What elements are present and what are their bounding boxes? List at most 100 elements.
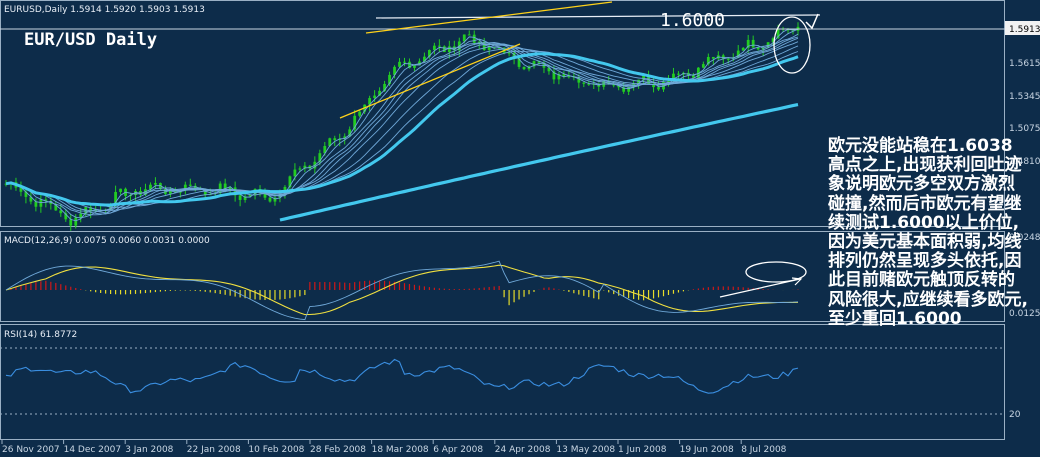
candle xyxy=(368,95,372,112)
candle-body xyxy=(74,217,78,226)
candle-body xyxy=(19,187,23,192)
candle-body xyxy=(637,79,641,84)
candle-body xyxy=(627,87,631,92)
candle-body xyxy=(612,84,616,86)
candle-body xyxy=(383,83,386,91)
candle-body xyxy=(552,71,556,80)
candle-body xyxy=(746,39,750,48)
candle-body xyxy=(477,41,481,43)
candle-body xyxy=(188,184,192,186)
rsi-line xyxy=(5,358,799,394)
candle-body xyxy=(218,183,222,194)
candle xyxy=(701,61,705,69)
candle xyxy=(79,207,83,223)
candle-body xyxy=(154,183,157,185)
candle-body xyxy=(348,129,352,137)
candle-body xyxy=(233,187,237,196)
candle xyxy=(467,30,471,36)
macd-lines xyxy=(5,260,799,321)
candle xyxy=(577,74,581,89)
candle-body xyxy=(557,74,561,80)
price-axis-label: 1.5075 xyxy=(1009,124,1040,134)
date-label: 13 May 2008 xyxy=(556,445,615,455)
candle-body xyxy=(268,197,272,202)
candle xyxy=(134,188,137,202)
candle-body xyxy=(497,47,501,49)
candle xyxy=(44,195,48,208)
candle xyxy=(303,162,307,173)
date-label: 6 Apr 2008 xyxy=(433,445,483,455)
candle xyxy=(751,35,755,48)
ma-line xyxy=(5,28,799,222)
candle-body xyxy=(358,111,362,116)
candle-body xyxy=(134,191,137,196)
candle-body xyxy=(228,187,232,190)
candle xyxy=(677,71,680,80)
candle-body xyxy=(427,50,431,57)
candle-body xyxy=(652,83,655,88)
candle xyxy=(507,49,511,57)
candle-body xyxy=(462,34,466,42)
candle xyxy=(741,47,745,51)
candle-body xyxy=(587,83,591,85)
candle-body xyxy=(378,90,381,96)
level-label: 1.6000 xyxy=(660,10,725,31)
candle xyxy=(149,182,152,192)
candle-body xyxy=(353,115,357,130)
ma-line xyxy=(5,33,799,216)
candle xyxy=(64,208,68,222)
candle-body xyxy=(183,184,187,191)
candle xyxy=(393,65,396,79)
candle xyxy=(437,39,441,53)
candle-body xyxy=(193,185,197,191)
candle-body xyxy=(672,73,675,82)
candle-body xyxy=(522,66,526,70)
candle-body xyxy=(507,52,511,54)
price-pane-border xyxy=(0,0,1005,227)
candle-body xyxy=(423,56,426,62)
candle xyxy=(403,57,406,67)
price-axis-label: 1.5615 xyxy=(1009,59,1040,69)
candle xyxy=(398,58,401,69)
candle-body xyxy=(706,56,710,65)
candle-body xyxy=(54,204,58,211)
candle-body xyxy=(472,34,476,43)
macd-axis-label: 0.0248 xyxy=(1009,233,1040,243)
candle-body xyxy=(173,189,177,193)
candle xyxy=(233,181,237,202)
candle-body xyxy=(238,195,242,200)
date-label: 10 Feb 2008 xyxy=(248,445,304,455)
candle-body xyxy=(203,189,207,195)
candle xyxy=(54,201,58,211)
candle xyxy=(472,30,476,46)
date-label: 14 Dec 2007 xyxy=(64,445,122,455)
candle-body xyxy=(691,75,695,78)
rsi-path xyxy=(5,358,799,394)
macd-highlight-ellipse xyxy=(745,261,807,283)
candle-body xyxy=(482,41,486,50)
candle-body xyxy=(487,47,491,50)
candle xyxy=(74,214,78,229)
candle-body xyxy=(273,197,277,202)
date-label: 26 Nov 2007 xyxy=(2,445,60,455)
candle-body xyxy=(547,67,551,72)
candle xyxy=(298,166,302,172)
candle-body xyxy=(393,66,396,75)
candle-body xyxy=(114,191,117,205)
macd-pane-border xyxy=(0,231,1005,322)
candle-body xyxy=(398,61,401,67)
candle xyxy=(188,178,192,187)
macd-arrow-head xyxy=(791,277,803,286)
support-trendline xyxy=(339,43,521,119)
candle-body xyxy=(432,45,436,51)
candle xyxy=(706,53,710,66)
macd-axis-label: 0.0125 xyxy=(1009,309,1040,319)
candle-body xyxy=(657,87,660,90)
symbol-info: EURUSD,Daily 1.5914 1.5920 1.5903 1.5913 xyxy=(4,5,205,15)
candle-body xyxy=(328,138,332,147)
candle xyxy=(168,186,172,198)
rsi-pane-border xyxy=(0,324,1005,440)
price-axis-label: 1.5345 xyxy=(1009,92,1040,102)
